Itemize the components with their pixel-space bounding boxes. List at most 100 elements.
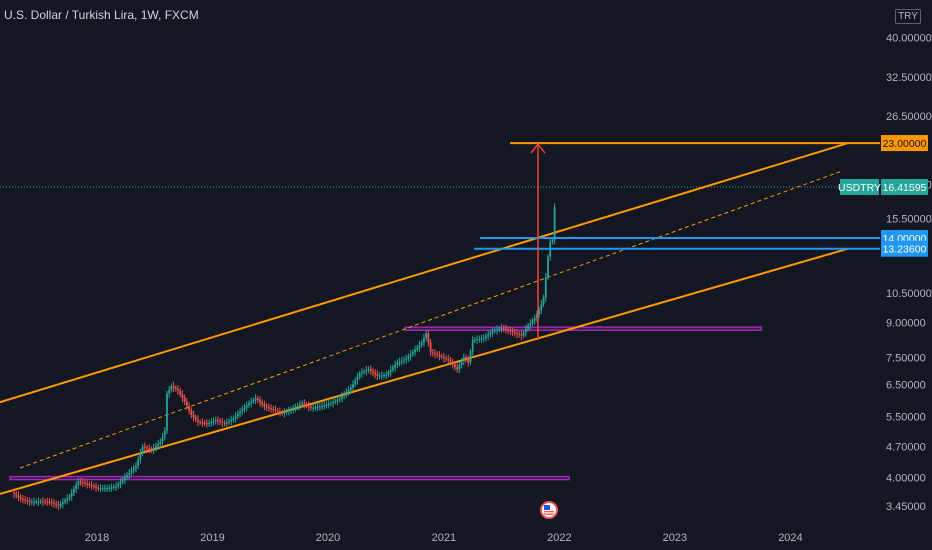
candle-body <box>476 339 479 341</box>
candle-body <box>496 329 498 331</box>
event-marker[interactable] <box>540 501 558 519</box>
candle-body <box>33 501 35 503</box>
candle-body <box>369 369 372 371</box>
channel-lower-line[interactable] <box>0 247 849 515</box>
chart-title: U.S. Dollar / Turkish Lira, 1W, FXCM <box>4 8 199 22</box>
level-badge-23-bg <box>881 135 928 152</box>
candle-body <box>174 387 177 390</box>
candle-body <box>283 412 286 414</box>
candle-body <box>13 492 15 494</box>
candle-body <box>312 407 315 409</box>
candle-body <box>61 502 64 504</box>
candle-body <box>334 400 337 403</box>
candle-body <box>509 330 512 332</box>
candle-body <box>531 320 534 324</box>
y-tick-label: 4.70000 <box>886 442 926 454</box>
candle-body <box>259 400 261 403</box>
candle-body <box>551 240 554 243</box>
candle-body <box>440 356 443 358</box>
range-box[interactable] <box>404 326 763 331</box>
candle-body <box>374 372 377 375</box>
arrow-head[interactable] <box>530 142 546 154</box>
projection-arrow[interactable] <box>530 142 546 341</box>
candle-body <box>177 389 179 391</box>
candle-body <box>456 366 459 370</box>
candle-body <box>55 503 58 505</box>
candle-body <box>261 402 264 405</box>
candle-body <box>245 405 248 408</box>
candle-body <box>110 487 113 489</box>
candle-body <box>540 303 543 311</box>
candle-body <box>447 358 450 360</box>
candle-body <box>507 329 510 331</box>
candle-body <box>194 417 197 420</box>
level-badge-13-236-bg <box>881 240 928 257</box>
candle-body <box>81 482 84 484</box>
candle-body <box>172 386 175 388</box>
candle-body <box>132 468 135 471</box>
candle-body <box>544 277 547 298</box>
x-axis[interactable]: 2018 2019 2020 2021 2022 2023 2024 <box>85 532 803 544</box>
candle-body <box>75 485 78 489</box>
candle-body <box>179 390 182 395</box>
candle-body <box>108 487 111 489</box>
candle-body <box>239 411 241 414</box>
candle-body <box>349 387 352 390</box>
candle-body <box>214 420 217 422</box>
candle-body <box>265 406 268 408</box>
candle-body <box>465 357 467 360</box>
candle-body <box>318 406 321 408</box>
candle-body <box>66 498 69 501</box>
candle-body <box>407 356 410 359</box>
y-tick-label: 10.50000 <box>886 288 932 300</box>
candle-body <box>329 403 332 405</box>
candle-body <box>489 332 492 335</box>
candle-body <box>449 359 452 363</box>
candle-body <box>152 447 155 450</box>
candle-body <box>159 441 162 444</box>
candle-body <box>387 372 390 375</box>
price-channel[interactable] <box>0 142 849 515</box>
candle-body <box>411 352 414 355</box>
candle-body <box>130 470 133 473</box>
candle-body <box>491 331 494 333</box>
candle-body <box>296 405 299 408</box>
candle-body <box>254 398 257 401</box>
range-box[interactable] <box>9 475 570 481</box>
candle-body <box>392 367 394 370</box>
x-tick-label: 2019 <box>200 532 224 544</box>
candle-body <box>524 329 527 333</box>
channel-midline[interactable] <box>19 170 843 469</box>
candle-body <box>84 482 86 484</box>
candle-body <box>310 406 312 409</box>
candle-body <box>210 421 213 423</box>
y-tick-label: 40.00000 <box>886 32 932 44</box>
candle-body <box>188 406 191 411</box>
y-tick-label: 7.50000 <box>886 352 926 364</box>
candle-body <box>378 375 381 377</box>
candle-body <box>41 501 44 503</box>
candle-body <box>148 448 151 450</box>
candle-body <box>332 402 335 404</box>
candle-body <box>35 501 38 503</box>
y-tick-label: 9.00000 <box>886 317 926 329</box>
candle-body <box>95 486 97 488</box>
y-axis[interactable]: 3.45000 4.00000 4.70000 5.50000 6.50000 7.500… <box>886 32 932 513</box>
candle-body <box>248 403 250 406</box>
candle-body <box>250 401 253 404</box>
candle-body <box>101 488 104 490</box>
candle-body <box>538 310 541 315</box>
candle-body <box>498 328 501 330</box>
candle-body <box>478 338 481 340</box>
candle-body <box>321 405 323 407</box>
candle-body <box>15 493 18 496</box>
symbol-badge-bg <box>840 179 879 195</box>
channel-upper-line[interactable] <box>0 142 849 424</box>
flag-canton-icon <box>544 505 550 510</box>
currency-badge[interactable]: TRY <box>895 9 921 24</box>
horizontal-levels[interactable] <box>474 142 880 250</box>
candle-body <box>203 422 206 424</box>
candle-body <box>372 370 374 373</box>
